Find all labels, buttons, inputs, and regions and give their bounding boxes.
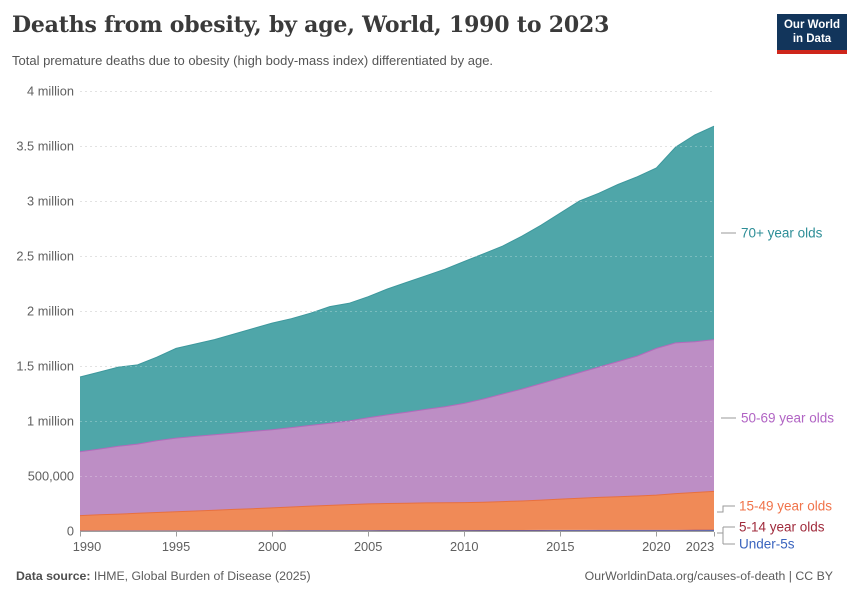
page-subtitle: Total premature deaths due to obesity (h… xyxy=(12,53,494,68)
x-axis-tick-label: 1990 xyxy=(73,539,101,554)
series-boundary-70-year-olds xyxy=(79,125,715,378)
y-axis-tick-label: 500,000 xyxy=(28,468,74,483)
y-axis-tick-label: 3 million xyxy=(27,193,74,208)
gridlines-overlay xyxy=(80,91,714,477)
area-chart-svg: 0 500,000 1 million 1.5 million 2 million 2.5… xyxy=(16,83,834,554)
page-title: Deaths from obesity, by age, World, 1990… xyxy=(12,12,610,38)
series-area-5-14-year-olds[interactable] xyxy=(80,529,714,531)
legend-label-under-5s[interactable]: Under-5s xyxy=(739,537,795,552)
owid-logo-line2: in Data xyxy=(792,33,832,46)
legend-label-70plus[interactable]: 70+ year olds xyxy=(741,226,823,241)
stacked-areas[interactable] xyxy=(80,126,714,531)
y-axis-tick-label: 3.5 million xyxy=(16,138,74,153)
x-axis-tick-label: 2015 xyxy=(546,539,574,554)
y-axis-tick-label: 0 xyxy=(67,523,74,538)
footer-data-source: Data source: IHME, Global Burden of Dise… xyxy=(16,569,311,583)
x-axis-tick-label: 2010 xyxy=(450,539,478,554)
x-axis-tick-label: 2020 xyxy=(642,539,670,554)
footer-data-source-text: IHME, Global Burden of Disease (2025) xyxy=(90,569,311,583)
x-axis-tick-label: 2023 xyxy=(686,539,714,554)
x-axis-tick-label: 2005 xyxy=(354,539,382,554)
leader-line-15-49 xyxy=(717,505,735,513)
leader-bracket-5-14-under5 xyxy=(717,526,735,545)
series-boundary-50-69-year-olds xyxy=(79,339,715,453)
x-axis xyxy=(80,531,715,537)
y-axis-tick-label: 1 million xyxy=(27,413,74,428)
owid-logo: Our World in Data xyxy=(777,14,847,54)
x-axis-labels: 1990 1995 2000 2005 2010 2015 2020 2023 xyxy=(73,539,714,554)
y-axis-tick-label: 1.5 million xyxy=(16,358,74,373)
series-area-70-year-olds[interactable] xyxy=(80,126,714,452)
legend: 70+ year olds 50-69 year olds 15-49 year… xyxy=(717,226,834,552)
series-area-15-49-year-olds[interactable] xyxy=(80,491,714,531)
legend-label-15-49[interactable]: 15-49 year olds xyxy=(739,499,832,514)
y-axis-tick-label: 4 million xyxy=(27,83,74,98)
series-boundary-15-49-year-olds xyxy=(79,490,715,517)
y-axis-tick-label: 2 million xyxy=(27,303,74,318)
area-boundary-lines xyxy=(79,125,715,517)
y-axis-labels: 0 500,000 1 million 1.5 million 2 million 2.5… xyxy=(16,83,74,538)
footer-license-link[interactable]: OurWorldinData.org/causes-of-death | CC … xyxy=(584,569,833,583)
x-axis-tick-label: 2000 xyxy=(258,539,286,554)
legend-label-50-69[interactable]: 50-69 year olds xyxy=(741,411,834,426)
x-axis-tick-label: 1995 xyxy=(162,539,190,554)
y-axis-tick-label: 2.5 million xyxy=(16,248,74,263)
series-area-under-5s[interactable] xyxy=(80,530,714,531)
series-area-50-69-year-olds[interactable] xyxy=(80,339,714,516)
chart-footer: Data source: IHME, Global Burden of Dise… xyxy=(16,569,833,583)
footer-data-source-label: Data source: xyxy=(16,569,91,583)
legend-label-5-14[interactable]: 5-14 year olds xyxy=(739,520,825,535)
owid-logo-line1: Our World xyxy=(783,19,840,31)
